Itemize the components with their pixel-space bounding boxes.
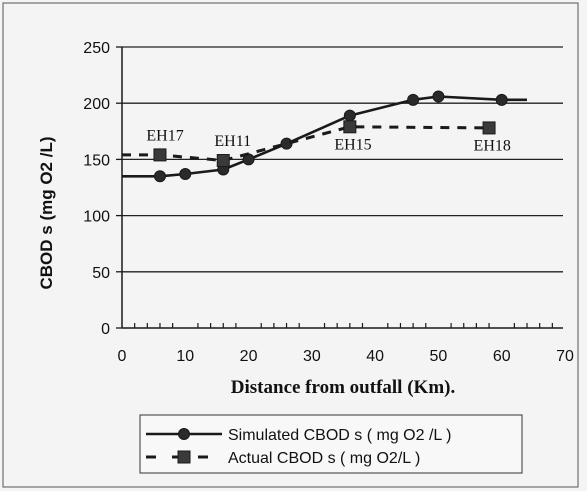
x-tick-label: 70: [556, 348, 574, 365]
legend-label: Actual CBOD s ( mg O2/L ): [228, 450, 420, 467]
legend: Simulated CBOD s ( mg O2 /L ) Actual CBOD…: [139, 414, 523, 474]
y-axis-label: CBOD s (mg O2 /L): [37, 136, 56, 289]
y-tick-label: 150: [83, 152, 110, 169]
x-tick-label: 60: [493, 348, 511, 365]
figure-border: [2, 2, 579, 488]
x-axis-label: Distance from outfall (Km).: [231, 377, 455, 398]
station-label: EH15: [334, 136, 371, 153]
legend-entries: Simulated CBOD s ( mg O2 /L ) Actual CBOD…: [146, 427, 451, 467]
y-tick-label: 200: [83, 96, 110, 113]
y-tick-label: 100: [83, 209, 110, 226]
y-tick-label: 50: [92, 265, 110, 282]
simulated-point: [343, 109, 356, 122]
y-tick-label: 250: [83, 40, 110, 57]
x-tick-label: 40: [366, 348, 384, 365]
annotation-layer: EH17 EH11 EH15 EH18: [146, 127, 511, 154]
legend-marker-actual: [177, 450, 191, 464]
actual-point: [482, 121, 496, 135]
axis-layer: 0 50 100 150 200 250 0 10 20 30 40 50 60 70: [83, 40, 574, 365]
actual-point: [343, 120, 357, 134]
simulated-point: [432, 90, 445, 103]
legend-marker-simulated: [178, 428, 190, 440]
y-tick-label: 0: [101, 321, 110, 338]
simulated-point: [495, 93, 508, 106]
actual-point: [153, 148, 167, 162]
station-label: EH18: [474, 137, 511, 154]
grid-layer: [122, 46, 563, 273]
x-tick-label: 50: [430, 348, 448, 365]
x-tick-label: 0: [118, 348, 127, 365]
station-label: EH11: [214, 133, 251, 150]
actual-point: [216, 154, 230, 168]
x-tick-label: 30: [303, 348, 321, 365]
series-layer: [122, 90, 527, 183]
simulated-point: [179, 168, 192, 181]
simulated-point: [153, 170, 166, 183]
series-line-actual: [122, 125, 490, 162]
legend-box: [139, 414, 523, 474]
x-tick-label: 20: [240, 348, 258, 365]
legend-label: Simulated CBOD s ( mg O2 /L ): [228, 427, 451, 444]
simulated-point: [407, 93, 420, 106]
x-tick-label: 10: [176, 348, 194, 365]
station-label: EH17: [146, 127, 183, 144]
